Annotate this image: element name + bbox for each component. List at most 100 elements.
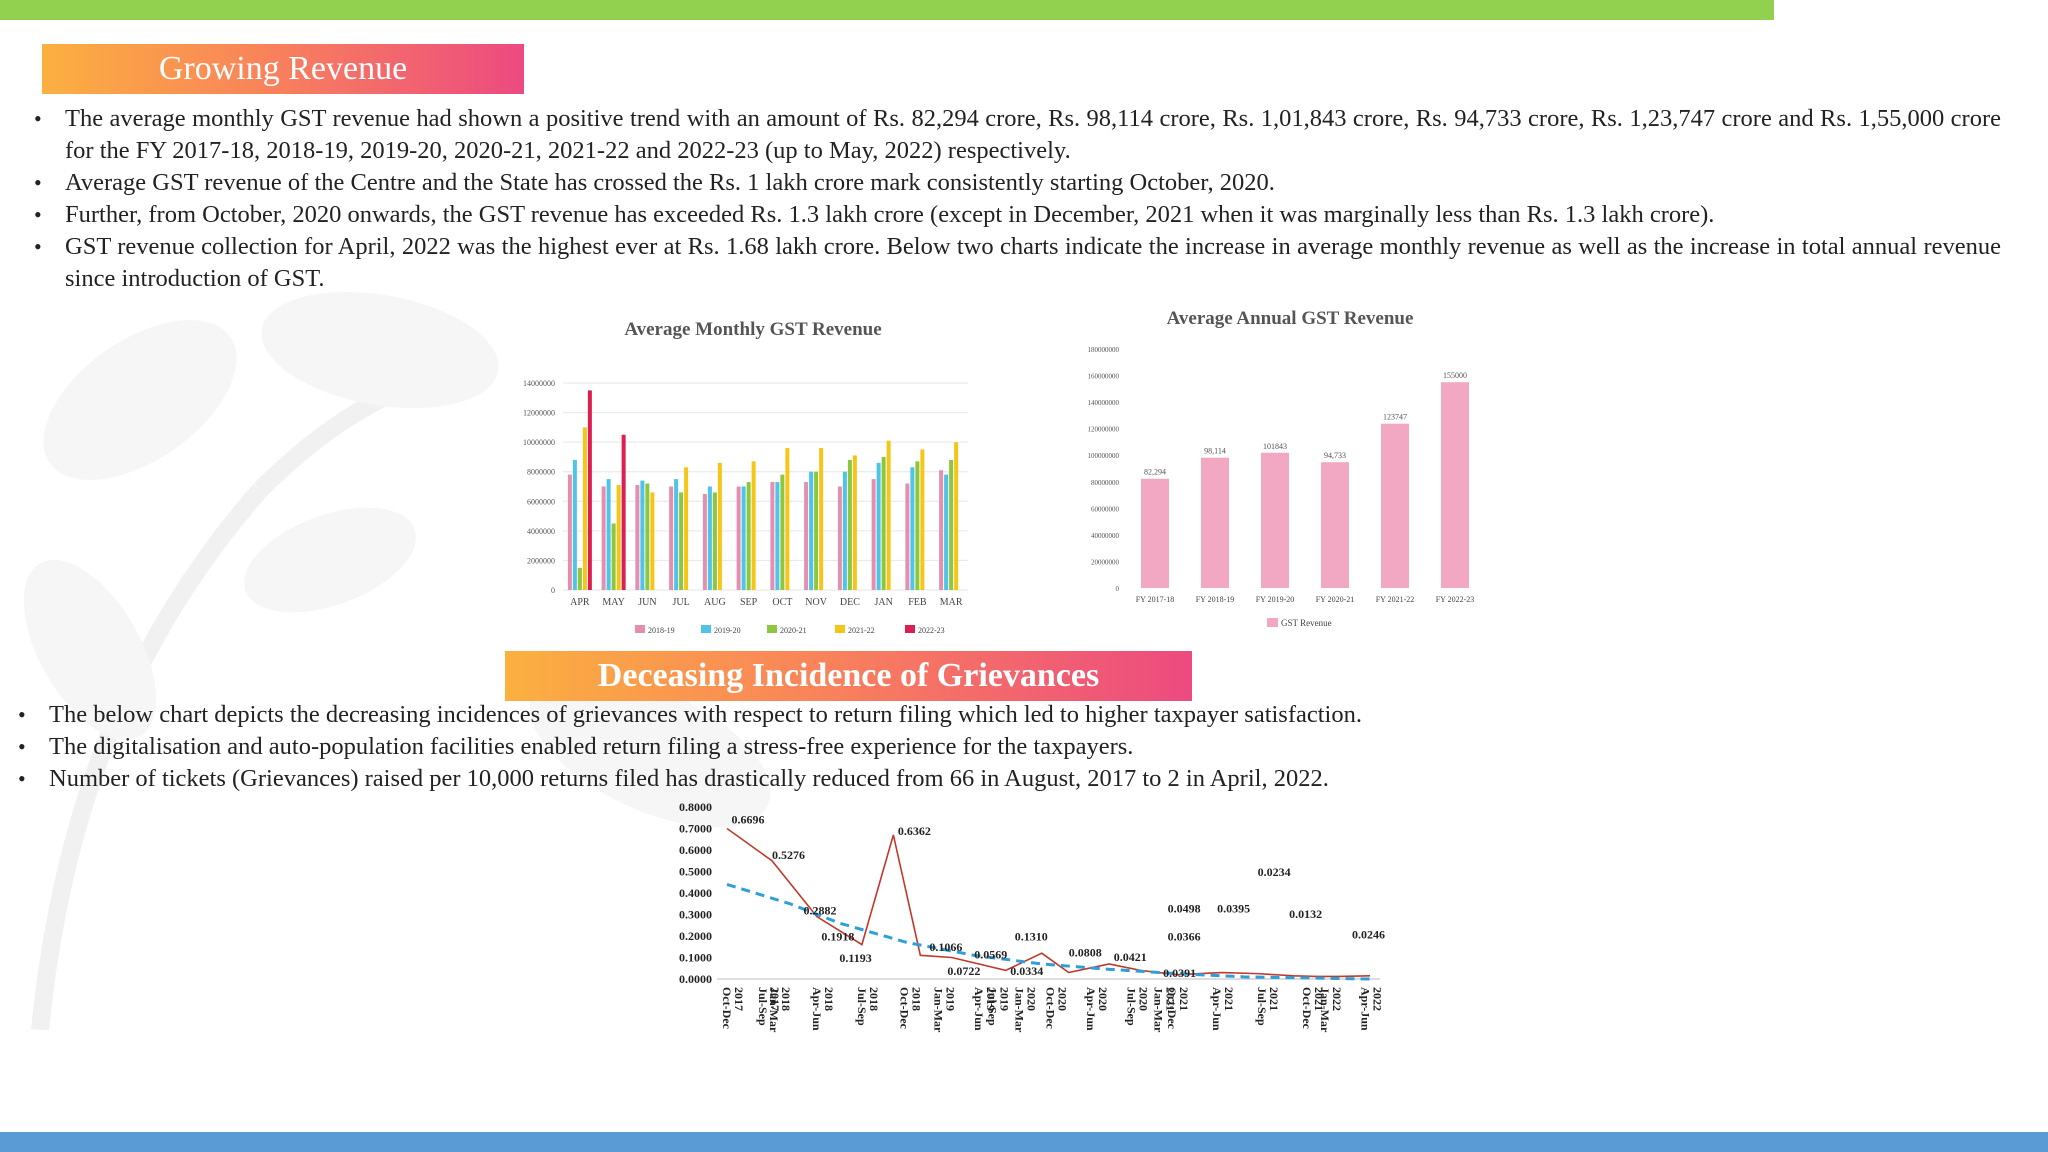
data-label: 94,733 (1324, 451, 1346, 460)
legend-label: 2020-21 (780, 626, 807, 635)
bar (876, 462, 881, 590)
background-leaf-decoration (23, 291, 771, 1030)
bar (582, 427, 587, 590)
data-label: 0.0569 (974, 948, 1007, 962)
bar (819, 448, 824, 590)
y-tick-label: 180000000 (1088, 346, 1120, 354)
x-tick-label-line: Jan-Mar (931, 987, 945, 1033)
list-item: Number of tickets (Grievances) raised pe… (18, 763, 1998, 795)
y-tick-label: 0.5000 (679, 865, 712, 879)
x-tick-label-line: 2020 (1024, 987, 1038, 1011)
bar (910, 467, 915, 590)
data-label: 0.0722 (947, 964, 980, 978)
data-label: 155000 (1443, 371, 1467, 380)
data-label: 0.6696 (731, 812, 764, 826)
data-label: 0.1310 (1015, 929, 1048, 943)
y-tick-label: 0.8000 (679, 800, 712, 814)
grievances-banner: Deceasing Incidence of Grievances (505, 651, 1192, 701)
data-label: 123747 (1383, 413, 1407, 422)
list-item: The below chart depicts the decreasing i… (18, 699, 1998, 731)
y-tick-label: 80000000 (1091, 479, 1120, 487)
y-tick-label: 10000000 (523, 438, 555, 447)
legend-swatch (1267, 618, 1278, 627)
x-tick-label-line: Oct-Dec (1165, 987, 1179, 1030)
y-tick-label: 0.1000 (679, 951, 712, 965)
x-tick-label-line: Apr-Jun (810, 987, 824, 1031)
x-tick-label-line: Jan-Mar (1152, 987, 1166, 1033)
x-tick-label: JAN (874, 597, 892, 608)
x-tick-label-line: 2021 (1312, 987, 1326, 1011)
bar (939, 470, 944, 590)
top-accent-bar (0, 0, 1774, 20)
x-tick-label-line: 2022 (1371, 987, 1385, 1011)
grievances-line-chart: 0.0000 0.1000 0.2000 0.3000 0.4000 0.5000 0.60… (679, 800, 1385, 1033)
grievance-bullet-list: The below chart depicts the decreasing i… (18, 699, 1998, 795)
x-tick-label: MAY (602, 597, 624, 608)
data-label: 0.0421 (1114, 950, 1147, 964)
x-tick-label: FEB (908, 597, 927, 608)
x-tick-label: FY 2018-19 (1196, 595, 1235, 604)
x-tick-label: OCT (772, 597, 792, 608)
x-tick-label-line: 2019 (984, 987, 998, 1011)
y-tick-label: 40000000 (1091, 532, 1120, 540)
x-tick-label-line: Oct-Dec (720, 987, 734, 1030)
trend-line (726, 882, 1371, 981)
data-label: 0.0391 (1163, 966, 1196, 980)
x-tick-label: FY 2021-22 (1376, 595, 1415, 604)
x-tick-label-line: 2021 (1267, 987, 1281, 1011)
x-tick-label-line: Oct-Dec (1300, 987, 1314, 1030)
x-tick-label-line: Jul-Sep (985, 987, 999, 1026)
x-tick-label: FY 2017-18 (1136, 595, 1175, 604)
x-tick-label-line: 2018 (910, 987, 924, 1011)
bar (837, 486, 842, 590)
bar (886, 440, 891, 590)
x-tick-label-line: 2021 (1222, 987, 1236, 1011)
y-tick-label: 20000000 (1091, 558, 1120, 566)
data-label: 0.0395 (1217, 902, 1250, 916)
y-tick-label: 0 (551, 586, 555, 595)
bar (611, 523, 616, 590)
legend-swatch (835, 625, 845, 633)
data-label: 82,294 (1144, 468, 1166, 477)
revenue-bullet-list: The average monthly GST revenue had show… (34, 103, 2001, 295)
bar (871, 479, 876, 590)
y-tick-label: 12000000 (523, 409, 555, 418)
bar (814, 471, 819, 590)
data-label: 0.0234 (1258, 865, 1291, 879)
legend-label: 2019-20 (714, 626, 741, 635)
legend-swatch (701, 625, 711, 633)
bar (621, 434, 626, 590)
bar (780, 474, 785, 590)
list-item: The average monthly GST revenue had show… (34, 103, 2001, 167)
legend-swatch (767, 625, 777, 633)
y-tick-label: 8000000 (527, 468, 555, 477)
x-tick-label: NOV (805, 597, 827, 608)
bar (1321, 462, 1349, 588)
x-tick-label-line: 2020 (1137, 987, 1151, 1011)
bar (712, 492, 717, 590)
bar (881, 456, 886, 590)
y-tick-label: 60000000 (1091, 505, 1120, 513)
legend-swatch (635, 625, 645, 633)
data-label: 0.0246 (1352, 927, 1385, 941)
x-tick-label-line: 2018 (822, 987, 836, 1011)
growing-revenue-banner: Growing Revenue (42, 44, 524, 94)
average-monthly-gst-revenue-chart: Average Monthly GST Revenue 0 2000000 4000… (523, 319, 968, 635)
x-tick-label: APR (570, 597, 590, 608)
list-item: GST revenue collection for April, 2022 w… (34, 231, 2001, 295)
x-tick-label: FY 2022-23 (1436, 595, 1475, 604)
y-tick-label: 14000000 (523, 379, 555, 388)
bar (572, 459, 577, 590)
x-tick-label-line: 2019 (943, 987, 957, 1011)
bar (1261, 452, 1289, 588)
bar (640, 480, 645, 590)
